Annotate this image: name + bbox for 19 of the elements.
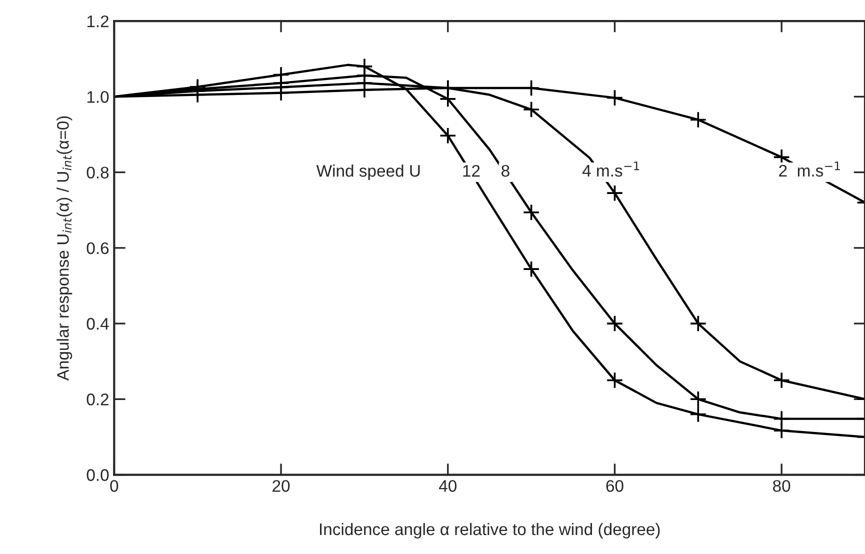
y-axis-title: Angular response U$_{int}$(α) / U$_{int}$(α=0) [56,116,72,381]
x-tick-label: 80 [773,480,790,492]
series-label: 2 m.s$^{−1}$ [779,162,840,177]
y-tick-label: 0.8 [86,166,109,178]
y-tick-label: 1.2 [87,15,108,28]
y-tick-label: 0.2 [86,394,108,406]
x-axis-title: Incidence angle α relative to the wind (degree) [320,522,660,538]
x-tick-label: 60 [606,480,624,492]
y-tick-label: 0.6 [86,242,109,254]
series-label: 4 m.s$^{−1}$ [582,162,640,177]
y-tick-label: 1.0 [87,91,109,103]
x-tick-label: 40 [438,480,456,492]
annotation: Wind speed U [316,164,420,180]
series-label: 12 [463,164,480,177]
series-label: 8 [502,164,510,177]
x-tick-label: 0 [110,480,118,492]
y-tick-label: 0.0 [86,469,109,481]
y-tick-label: 0.4 [86,318,109,330]
x-tick-label: 20 [272,480,290,492]
